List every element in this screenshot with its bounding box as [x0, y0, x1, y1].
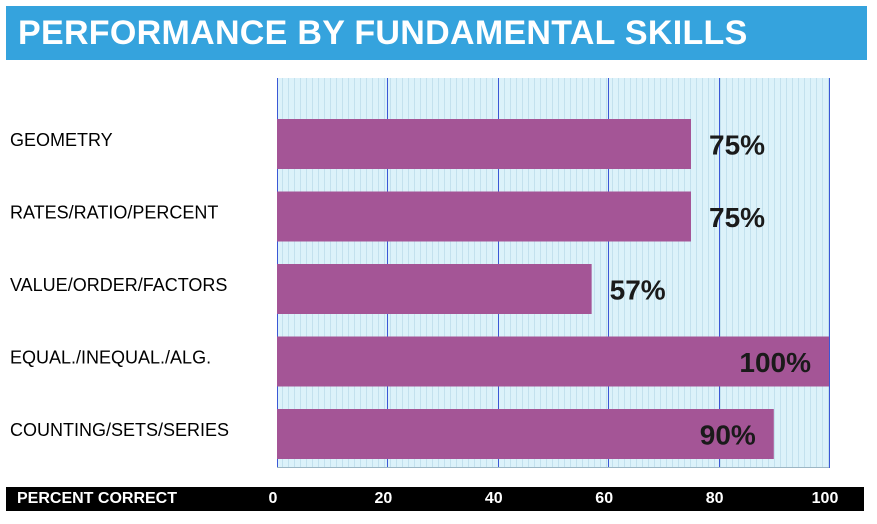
bar-4: [277, 409, 774, 459]
x-tick-label: 40: [484, 490, 503, 507]
value-label: 57%: [610, 274, 666, 305]
category-label: GEOMETRY: [10, 130, 113, 150]
x-tick-label: 0: [268, 490, 278, 507]
x-tick-label: 60: [595, 490, 614, 507]
value-label: 75%: [709, 202, 765, 233]
category-label: COUNTING/SETS/SERIES: [10, 420, 229, 440]
bar-2: [277, 264, 592, 314]
category-label: VALUE/ORDER/FACTORS: [10, 275, 227, 295]
value-label: 75%: [709, 129, 765, 160]
x-tick-label: 100: [811, 490, 839, 507]
x-tick-label: 80: [705, 490, 724, 507]
value-label: 100%: [739, 347, 811, 378]
x-axis-bar: [6, 487, 864, 511]
x-tick-label: 20: [374, 490, 393, 507]
x-axis-title: PERCENT CORRECT: [17, 490, 178, 507]
bar-1: [277, 191, 691, 242]
category-label: RATES/RATIO/PERCENT: [10, 202, 218, 222]
bar-3: [277, 336, 829, 387]
chart-title: PERFORMANCE BY FUNDAMENTAL SKILLS: [6, 6, 867, 60]
category-label: EQUAL./INEQUAL./ALG.: [10, 347, 211, 367]
value-label: 90%: [700, 419, 756, 450]
bar-0: [277, 119, 691, 169]
